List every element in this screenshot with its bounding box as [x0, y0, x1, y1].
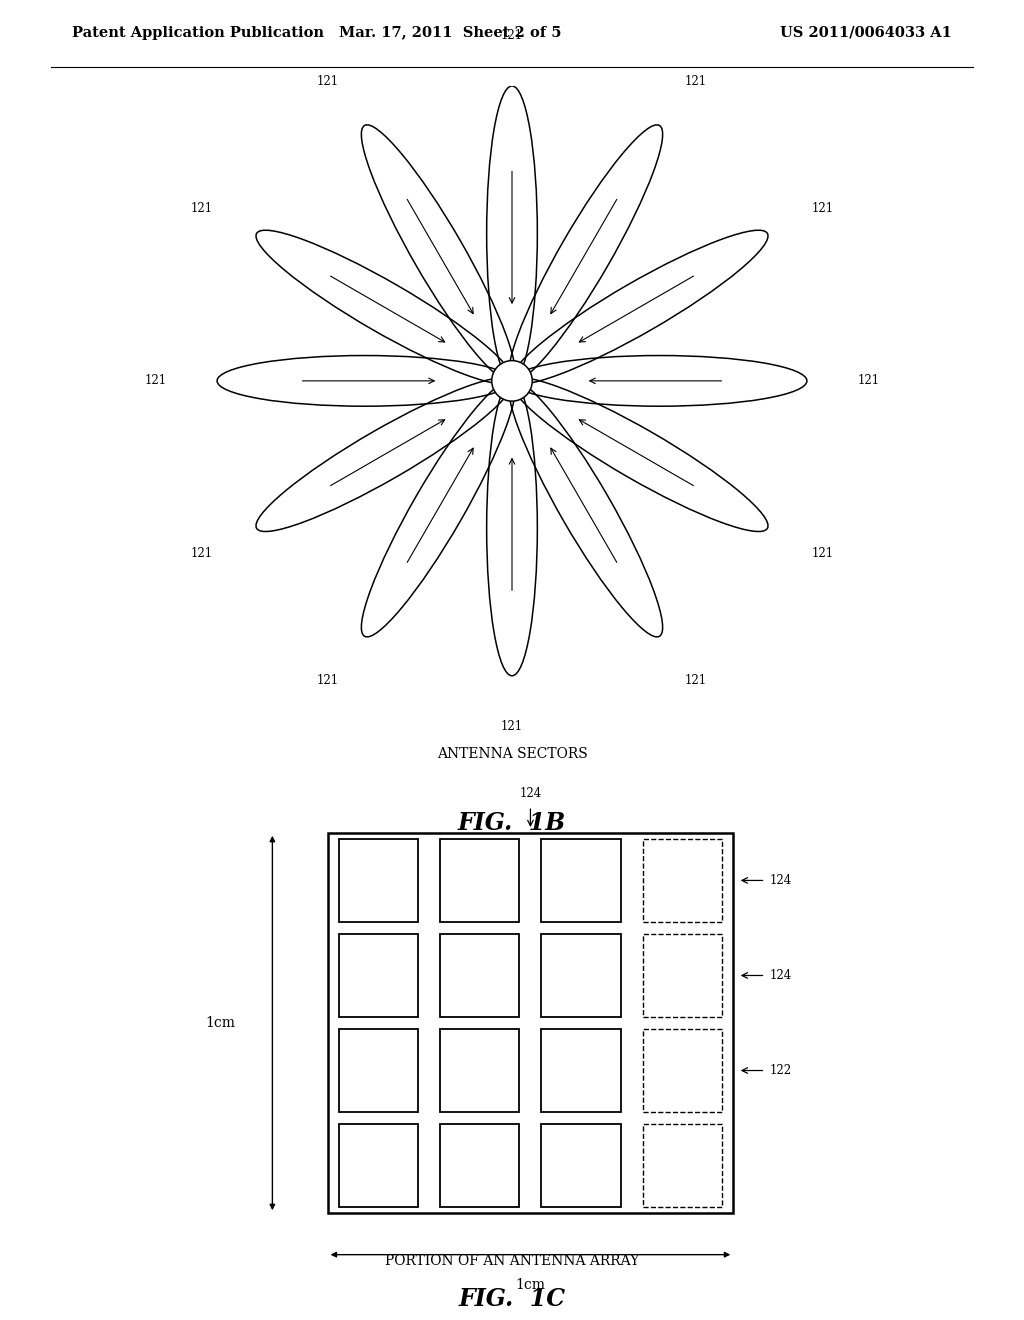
- Bar: [643, 840, 722, 921]
- Text: 121: 121: [685, 75, 707, 88]
- Text: 121: 121: [685, 673, 707, 686]
- Bar: [542, 935, 621, 1018]
- Text: ANTENNA SECTORS: ANTENNA SECTORS: [436, 747, 588, 762]
- Text: 121: 121: [317, 673, 339, 686]
- Text: 121: 121: [811, 202, 834, 215]
- Text: 121: 121: [858, 375, 880, 387]
- Circle shape: [492, 360, 532, 401]
- Text: Patent Application Publication: Patent Application Publication: [72, 25, 324, 40]
- Text: 122: 122: [770, 1064, 793, 1077]
- Text: 124: 124: [770, 874, 793, 887]
- Text: 121: 121: [811, 548, 834, 560]
- Bar: [440, 935, 519, 1018]
- Text: US 2011/0064033 A1: US 2011/0064033 A1: [780, 25, 952, 40]
- Text: 121: 121: [317, 75, 339, 88]
- Bar: [643, 1125, 722, 1206]
- Bar: [339, 1030, 418, 1111]
- Text: 121: 121: [190, 548, 213, 560]
- Text: FIG.  1C: FIG. 1C: [459, 1287, 565, 1311]
- Text: 1cm: 1cm: [206, 1016, 236, 1030]
- Bar: [328, 833, 733, 1213]
- Text: 121: 121: [501, 719, 523, 733]
- Text: 124: 124: [519, 787, 542, 800]
- Text: 121: 121: [190, 202, 213, 215]
- Bar: [643, 935, 722, 1018]
- Text: 121: 121: [501, 29, 523, 42]
- Bar: [339, 935, 418, 1018]
- Bar: [440, 1125, 519, 1206]
- Bar: [440, 840, 519, 921]
- Bar: [542, 840, 621, 921]
- Bar: [542, 1125, 621, 1206]
- Bar: [339, 840, 418, 921]
- Bar: [542, 1030, 621, 1111]
- Bar: [339, 1125, 418, 1206]
- Text: Mar. 17, 2011  Sheet 2 of 5: Mar. 17, 2011 Sheet 2 of 5: [339, 25, 562, 40]
- Text: FIG.  1B: FIG. 1B: [458, 812, 566, 836]
- Text: 124: 124: [770, 969, 793, 982]
- Text: 1cm: 1cm: [515, 1278, 546, 1292]
- Text: PORTION OF AN ANTENNA ARRAY: PORTION OF AN ANTENNA ARRAY: [385, 1254, 639, 1267]
- Text: 121: 121: [144, 375, 166, 387]
- Bar: [643, 1030, 722, 1111]
- Bar: [440, 1030, 519, 1111]
